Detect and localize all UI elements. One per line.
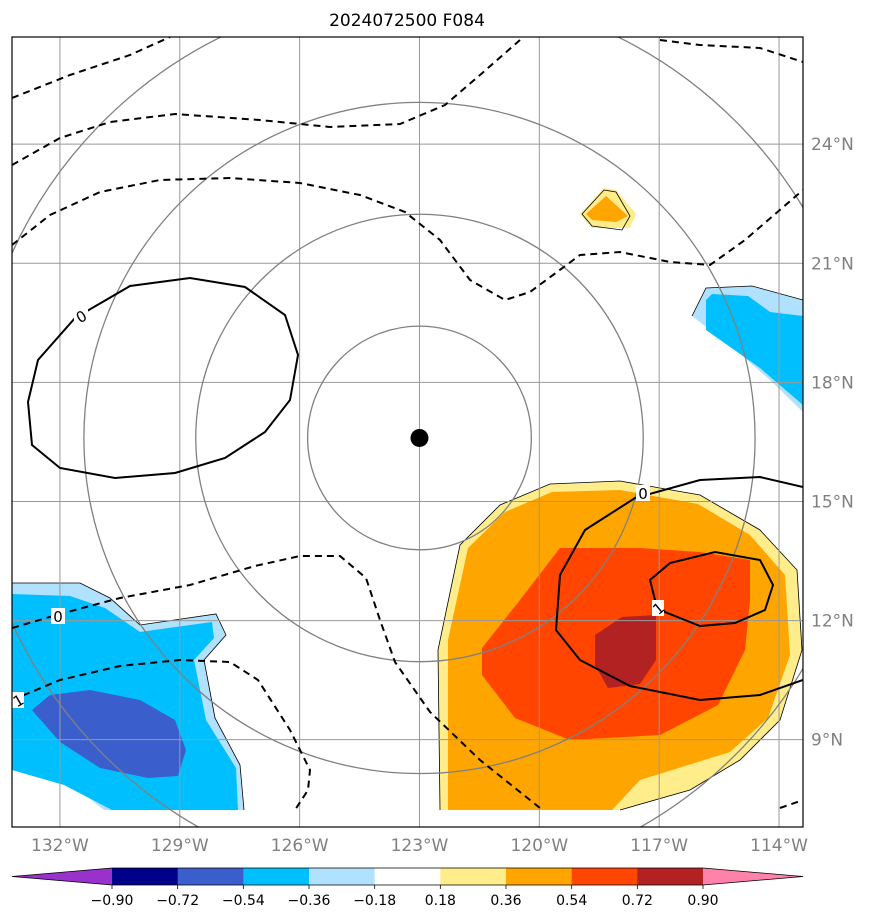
colorbar-tick-label: 0.90 (687, 893, 718, 909)
gridlines (12, 37, 803, 827)
lon-label: 126°W (271, 836, 329, 856)
contour-label-group: 0 0 0 1 1 (12, 307, 668, 711)
colorbar-tick-label: 0.72 (622, 893, 653, 909)
colorbar-tick-label: −0.72 (156, 893, 199, 909)
colorbar-tick-label: −0.54 (222, 893, 265, 909)
colorbar-extend-high (703, 868, 803, 885)
lon-label: 120°W (510, 836, 568, 856)
lat-label: 18°N (811, 373, 854, 393)
colorbar-tick-label: 0.54 (556, 893, 587, 909)
colorbar-tick-label: 0.18 (425, 893, 456, 909)
contour-dashed-2 (12, 39, 521, 166)
colorbar-segment (374, 868, 441, 885)
contour-dashed-3 (659, 39, 803, 63)
map-title: 2024072500 F084 (329, 11, 485, 31)
lat-label: 12°N (811, 612, 854, 632)
colorbar-segment (177, 868, 244, 885)
range-ring (195, 213, 644, 663)
contour-dashed-6 (12, 658, 312, 811)
positive-region-darkred (595, 615, 656, 688)
lon-label: 129°W (151, 836, 209, 856)
map-plot-area: 0 0 0 1 1 (12, 37, 803, 827)
longitude-labels: 132°W 129°W 126°W 123°W 120°W 117°W 114°W (31, 836, 808, 856)
colorbar-tick-label: −0.18 (353, 893, 396, 909)
colorbar-tick-label: 0.36 (490, 893, 521, 909)
latitude-labels: 9°N 12°N 15°N 18°N 21°N 24°N (811, 135, 854, 750)
negative-region-sw-outline (12, 582, 245, 811)
contour-label: 0 (638, 485, 648, 503)
colorbar-segment (112, 868, 179, 885)
contour-label: 0 (53, 608, 63, 626)
shaded-fields (12, 188, 803, 811)
colorbar-tick-label: −0.90 (91, 893, 134, 909)
lon-label: 114°W (750, 836, 808, 856)
colorbar-segment (309, 868, 376, 885)
colorbar-segment (243, 868, 310, 885)
lat-label: 9°N (811, 731, 843, 751)
negative-region-ne-outline (691, 285, 803, 317)
colorbar-segment (637, 868, 704, 885)
negative-region-sw-dark (32, 690, 186, 778)
contour-dashed-1 (12, 37, 171, 99)
lon-label: 123°W (391, 836, 449, 856)
colorbar-tick-label: −0.36 (288, 893, 331, 909)
lat-label: 15°N (811, 492, 854, 512)
colorbar-segment (571, 868, 638, 885)
contour-dashed-7 (779, 799, 803, 809)
colorbar-segment (440, 868, 507, 885)
storm-center-marker (410, 428, 429, 447)
lon-label: 117°W (630, 836, 688, 856)
contour-solid-east-outer (554, 475, 803, 702)
colorbar-extend-low (12, 868, 112, 885)
range-ring (83, 101, 756, 775)
colorbar: −0.90 −0.72 −0.54 −0.36 −0.18 0.18 0.36 0.54 0.7… (11, 867, 804, 909)
positive-region-outline (437, 480, 803, 811)
contour-dashed-5 (12, 555, 541, 809)
colorbar-segment (506, 868, 573, 885)
range-rings (12, 37, 803, 827)
lat-label: 21°N (811, 254, 854, 274)
positive-blob-orange (586, 196, 628, 222)
map-frame (11, 36, 804, 828)
contour-solid-east-inner (648, 550, 775, 628)
contour-lines (12, 37, 803, 811)
lat-label: 24°N (811, 135, 854, 155)
range-ring (306, 325, 532, 551)
lon-label: 132°W (31, 836, 89, 856)
contour-solid-west (26, 276, 300, 480)
contour-dashed-4 (12, 176, 803, 302)
positive-blob-outline (581, 189, 631, 231)
